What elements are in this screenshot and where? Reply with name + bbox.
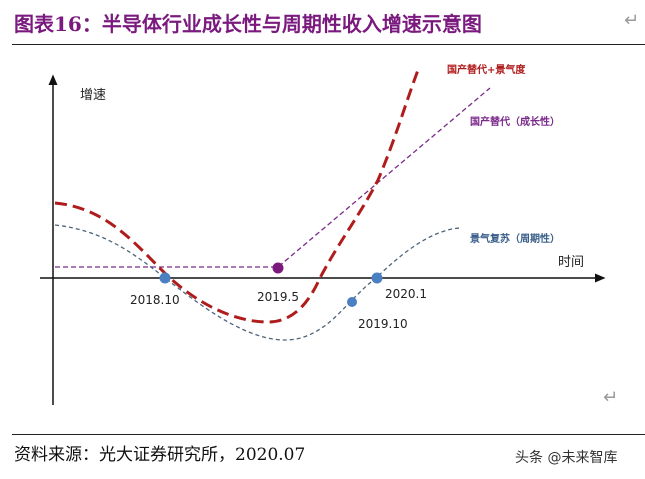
title-divider [12,44,645,45]
x-axis-label: 时间 [558,255,584,270]
return-mark-icon: ↵ [624,10,640,31]
source-divider [12,434,645,435]
point-label: 2019.10 [358,317,408,331]
point-label: 2018.10 [130,293,180,307]
point-2019-10 [347,297,357,307]
watermark: 头条 @未来智库 [515,450,618,466]
point-label: 2020.1 [385,287,427,301]
point-label: 2019.5 [257,290,299,304]
point-2018-10 [159,272,171,284]
cyclical-curve [54,224,461,341]
legend-growth: 国产替代（成长性） [470,115,560,128]
source-note: 资料来源：光大证券研究所，2020.07 [14,445,306,465]
legend-cyclical: 景气复苏（周期性） [470,232,560,245]
growth-line [55,87,491,268]
point-2020-1 [371,272,383,284]
combined-curve [54,69,420,324]
point-2019-5 [272,262,284,274]
figure-title: 图表16：半导体行业成长性与周期性收入增速示意图 [14,12,482,36]
legend-combined: 国产替代+景气度 [447,63,526,76]
return-mark-icon: ↵ [603,387,619,408]
y-axis-label: 增速 [80,88,106,103]
